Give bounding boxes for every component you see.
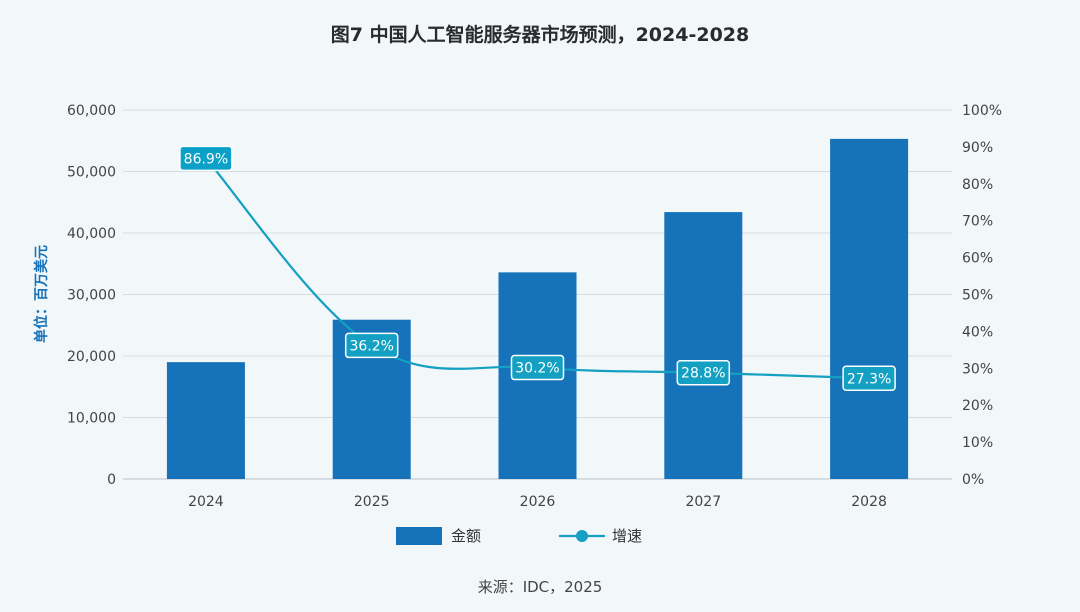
y-right-tick-label: 10% [962,435,993,451]
y-left-tick-label: 30,000 [67,288,116,304]
y-right-tick-label: 0% [962,472,984,488]
y-right-tick-label: 80% [962,177,993,193]
x-tick-label: 2027 [685,494,721,510]
data-label-box [676,359,731,386]
legend-label-bar: 金额 [451,527,481,545]
data-label: 27.3% [847,371,891,387]
source-note: 来源：IDC，2025 [477,578,603,596]
data-label-box [842,365,896,392]
data-label: 30.2% [515,361,559,377]
y-right-tick-label: 100% [962,103,1002,119]
y-right-tick-label: 70% [962,214,993,230]
legend-marker [576,530,588,542]
x-tick-label: 2024 [188,494,224,510]
x-tick-label: 2026 [520,494,556,510]
y-right-tick-label: 20% [962,398,993,414]
legend-swatch-bar [396,527,442,545]
x-tick-label: 2028 [851,494,887,510]
data-label-box [510,354,565,381]
y-left-tick-label: 40,000 [67,226,116,242]
y-left-tick-label: 20,000 [67,349,116,365]
x-tick-label: 2025 [354,494,390,510]
y-left-tick-label: 0 [107,472,116,488]
data-label: 28.8% [681,366,725,382]
bar [166,362,245,479]
data-label-box [179,145,233,172]
bar [664,212,743,479]
bar [830,138,909,479]
y-right-tick-label: 60% [962,251,993,267]
data-label: 86.9% [184,151,228,167]
y-left-axis-label: 单位：百万美元 [33,245,50,343]
y-right-tick-label: 50% [962,288,993,304]
y-right-tick-label: 30% [962,361,993,377]
data-label: 36.2% [349,338,393,354]
y-left-tick-label: 10,000 [67,411,116,427]
data-label-box [344,332,399,359]
y-left-tick-label: 60,000 [67,103,116,119]
y-left-tick-label: 50,000 [67,165,116,181]
y-right-tick-label: 40% [962,324,993,340]
legend-label-line: 增速 [612,527,642,545]
y-right-tick-label: 90% [962,140,993,156]
chart-title: 图7 中国人工智能服务器市场预测，2024-2028 [330,24,750,46]
